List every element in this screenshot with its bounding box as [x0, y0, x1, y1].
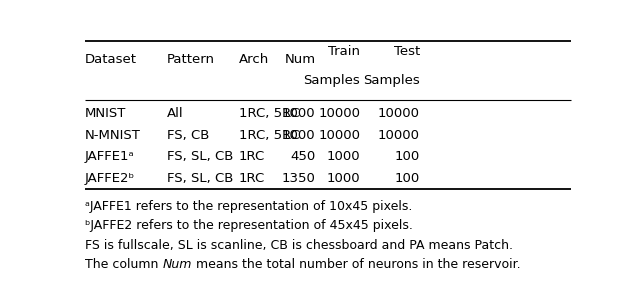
Text: 100: 100 [394, 172, 420, 185]
Text: 1000: 1000 [326, 150, 360, 164]
Text: FS, SL, CB: FS, SL, CB [167, 150, 233, 164]
Text: JAFFE1ᵃ: JAFFE1ᵃ [85, 150, 134, 164]
Text: 1RC: 1RC [239, 172, 265, 185]
Text: The column: The column [85, 258, 163, 271]
Text: Num: Num [163, 258, 192, 271]
Text: 1350: 1350 [282, 172, 316, 185]
Text: Dataset: Dataset [85, 53, 137, 66]
Text: 1000: 1000 [282, 129, 316, 142]
Text: N-MNIST: N-MNIST [85, 129, 141, 142]
Text: 10000: 10000 [318, 129, 360, 142]
Text: 10000: 10000 [378, 129, 420, 142]
Text: Num: Num [284, 53, 316, 66]
Text: JAFFE2ᵇ: JAFFE2ᵇ [85, 172, 135, 185]
Text: ᵇJAFFE2 refers to the representation of 45x45 pixels.: ᵇJAFFE2 refers to the representation of … [85, 219, 413, 232]
Text: Samples: Samples [363, 74, 420, 87]
Text: FS is fullscale, SL is scanline, CB is chessboard and PA means Patch.: FS is fullscale, SL is scanline, CB is c… [85, 239, 513, 252]
Text: Pattern: Pattern [167, 53, 215, 66]
Text: 1RC: 1RC [239, 150, 265, 164]
Text: Arch: Arch [239, 53, 269, 66]
Text: FS, SL, CB: FS, SL, CB [167, 172, 233, 185]
Text: 1RC, 5RC: 1RC, 5RC [239, 107, 300, 120]
Text: Train: Train [328, 45, 360, 58]
Text: FS, CB: FS, CB [167, 129, 209, 142]
Text: 450: 450 [291, 150, 316, 164]
Text: ᵃJAFFE1 refers to the representation of 10x45 pixels.: ᵃJAFFE1 refers to the representation of … [85, 200, 412, 213]
Text: Test: Test [394, 45, 420, 58]
Text: 100: 100 [394, 150, 420, 164]
Text: 1000: 1000 [326, 172, 360, 185]
Text: 1000: 1000 [282, 107, 316, 120]
Text: means the total number of neurons in the reservoir.: means the total number of neurons in the… [192, 258, 520, 271]
Text: 10000: 10000 [378, 107, 420, 120]
Text: 1RC, 5RC: 1RC, 5RC [239, 129, 300, 142]
Text: Samples: Samples [303, 74, 360, 87]
Text: MNIST: MNIST [85, 107, 126, 120]
Text: 10000: 10000 [318, 107, 360, 120]
Text: All: All [167, 107, 184, 120]
